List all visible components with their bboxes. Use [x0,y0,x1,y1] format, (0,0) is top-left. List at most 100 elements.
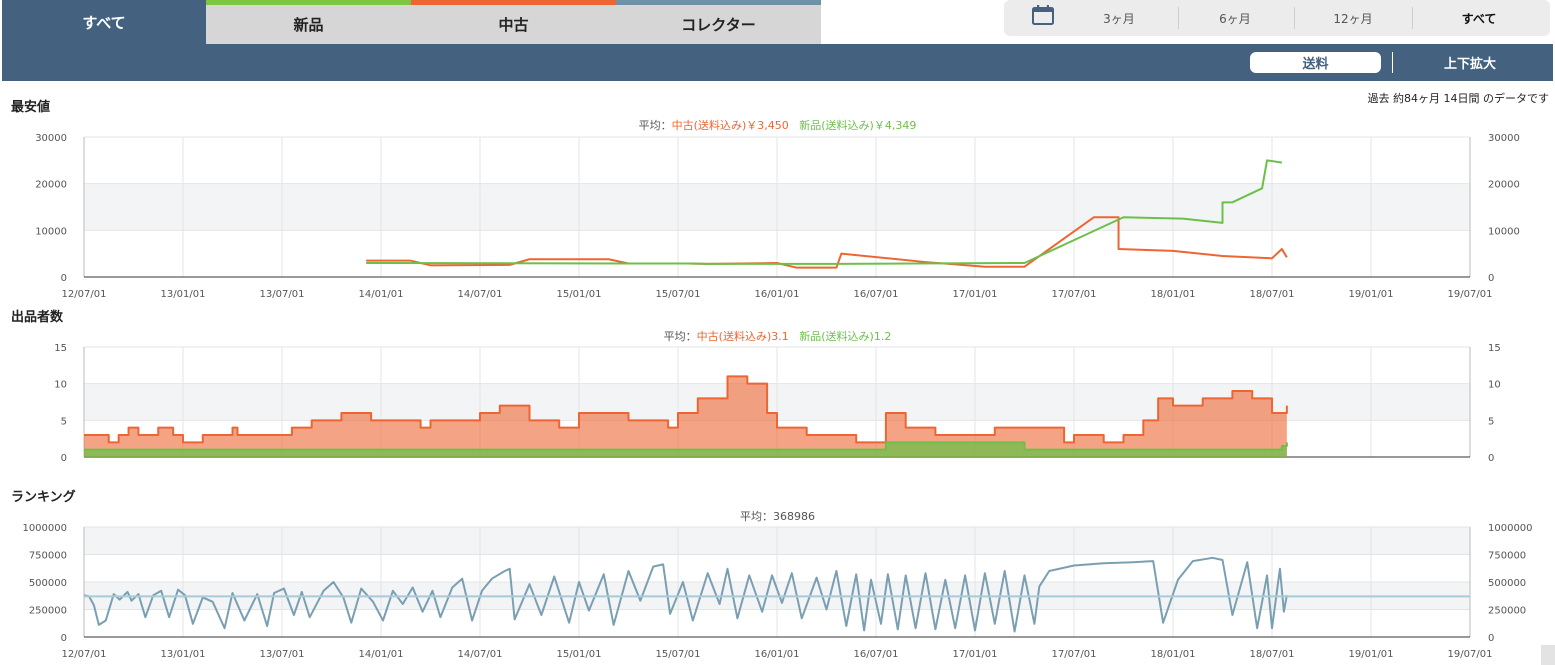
x-tick-label: 14/01/01 [359,649,404,660]
tab-collector[interactable]: コレクター [616,0,821,44]
x-tick-label: 19/01/01 [1349,469,1394,470]
y-tick-label-left: 15 [54,343,67,354]
toolbar-divider [1392,52,1393,73]
shipping-toggle[interactable]: 送料 [1250,52,1381,73]
x-tick-label: 12/07/01 [62,649,107,660]
y-tick-label-right: 0 [1488,633,1494,644]
x-tick-label: 16/01/01 [755,649,800,660]
ranking-legend: 平均：368986 [0,508,1555,524]
range-12-months[interactable]: 12ヶ月 [1308,0,1398,36]
x-tick-label: 13/01/01 [161,469,206,470]
y-tick-label-left: 0 [61,633,67,644]
x-tick-label: 14/07/01 [458,469,503,470]
y-tick-label-right: 500000 [1488,578,1526,589]
y-tick-label-right: 0 [1488,453,1494,464]
legend-used: 中古(送料込み)￥3,450 [671,119,789,132]
series-line-new [84,441,1288,451]
range-6-months-label: 6ヶ月 [1219,11,1251,26]
x-tick-label: 16/07/01 [854,469,899,470]
x-tick-label: 15/01/01 [557,469,602,470]
x-tick-label: 17/01/01 [953,469,998,470]
y-tick-label-left: 1000000 [22,523,67,534]
x-tick-label: 15/07/01 [656,649,701,660]
legend-average-value: 368986 [773,510,815,523]
x-tick-label: 13/01/01 [161,649,206,660]
tab-used[interactable]: 中古 [411,0,616,44]
scrollbar-corner[interactable] [1541,645,1555,665]
legend-prefix: 平均： [740,510,773,523]
x-tick-label: 15/01/01 [557,649,602,660]
y-tick-label-left: 0 [61,273,67,284]
vertical-zoom-button[interactable]: 上下拡大 [1420,52,1520,73]
x-tick-label: 18/07/01 [1250,649,1295,660]
x-tick-label: 18/07/01 [1250,289,1295,300]
range-all[interactable]: すべて [1424,0,1534,36]
x-tick-label: 18/01/01 [1151,469,1196,470]
y-tick-label-left: 10 [54,380,67,391]
x-tick-label: 15/07/01 [656,289,701,300]
ranking-section-title: ランキング [11,490,76,505]
range-all-label: すべて [1461,11,1497,26]
legend-new: 新品(送料込み)1.2 [799,330,892,343]
price-legend: 平均：中古(送料込み)￥3,450 新品(送料込み)￥4,349 [0,117,1555,133]
x-tick-label: 18/01/01 [1151,289,1196,300]
y-tick-label-right: 0 [1488,273,1494,284]
x-tick-label: 17/07/01 [1052,289,1097,300]
tab-used-label: 中古 [498,16,529,34]
x-tick-label: 12/07/01 [62,289,107,300]
x-tick-label: 16/01/01 [755,289,800,300]
x-tick-label: 16/07/01 [854,289,899,300]
range-3-months[interactable]: 3ヶ月 [1074,0,1164,36]
y-tick-label-left: 0 [61,453,67,464]
x-tick-label: 14/07/01 [458,649,503,660]
y-tick-label-left: 5 [61,416,67,427]
range-divider [1294,7,1295,29]
range-6-months[interactable]: 6ヶ月 [1190,0,1280,36]
x-tick-label: 17/07/01 [1052,469,1097,470]
y-tick-label-left: 10000 [35,226,67,237]
x-tick-label: 13/07/01 [260,649,305,660]
series-area-used [84,376,1287,457]
x-tick-label: 13/01/01 [161,289,206,300]
sellers-legend: 平均：中古(送料込み)3.1 新品(送料込み)1.2 [0,328,1555,344]
range-12-months-label: 12ヶ月 [1333,11,1373,26]
y-tick-label-right: 30000 [1488,133,1520,144]
x-tick-label: 16/07/01 [854,649,899,660]
x-tick-label: 13/07/01 [260,289,305,300]
y-tick-label-right: 10 [1488,380,1501,391]
tab-new[interactable]: 新品 [206,0,411,44]
series-line-ranking [83,556,1288,633]
x-tick-label: 19/07/01 [1448,469,1493,470]
x-tick-label: 15/07/01 [656,469,701,470]
tab-all[interactable]: すべて [2,0,206,44]
y-tick-label-left: 750000 [29,551,67,562]
y-tick-label-left: 30000 [35,133,67,144]
sellers-section-title: 出品者数 [11,310,64,325]
range-selector: 3ヶ月 6ヶ月 12ヶ月 すべて [1004,0,1550,36]
x-tick-label: 17/01/01 [953,649,998,660]
series-line-used [366,216,1288,269]
y-tick-label-left: 250000 [29,606,67,617]
tab-collector-label: コレクター [681,16,756,34]
price-chart: 12/07/01 13/01/01 13/07/01 14/01/01 14/07/01… [35,133,1520,300]
y-tick-label-right: 20000 [1488,180,1520,191]
range-3-months-label: 3ヶ月 [1103,11,1135,26]
x-tick-label: 17/01/01 [953,289,998,300]
series-line-used [84,375,1288,444]
x-tick-label: 17/07/01 [1052,649,1097,660]
top-tab-bar: すべて 新品 中古 コレクター 3ヶ月 6ヶ月 12ヶ月 すべて [0,0,1555,45]
y-tick-label-left: 500000 [29,578,67,589]
y-tick-label-right: 750000 [1488,551,1526,562]
x-tick-label: 18/07/01 [1250,469,1295,470]
x-tick-label: 19/07/01 [1448,649,1493,660]
y-tick-label-right: 5 [1488,416,1494,427]
range-divider [1412,7,1413,29]
sellers-chart: 12/07/01 13/01/01 13/07/01 14/01/01 14/07/01… [54,343,1501,470]
x-tick-label: 19/01/01 [1349,289,1394,300]
range-divider [1178,7,1179,29]
x-tick-label: 14/01/01 [359,469,404,470]
x-tick-label: 15/01/01 [557,289,602,300]
series-line-new [366,159,1283,265]
x-tick-label: 14/07/01 [458,289,503,300]
legend-prefix: 平均： [638,119,672,132]
